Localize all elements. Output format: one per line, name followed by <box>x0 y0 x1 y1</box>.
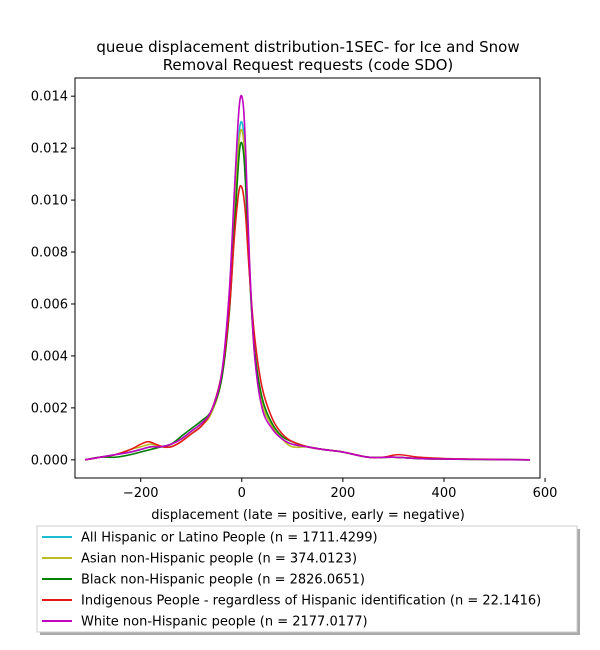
y-tick-label: 0.014 <box>31 90 68 105</box>
chart-title-line1: queue displacement distribution-1SEC- fo… <box>96 38 519 56</box>
x-axis-ticks: −200 0 200 400 600 <box>123 478 558 501</box>
legend-label: Indigenous People - regardless of Hispan… <box>81 594 541 609</box>
series-line-0 <box>84 120 530 461</box>
plot-area: −200 0 200 400 600 0.000 0.002 0.004 0.006 0.008… <box>31 77 558 501</box>
legend-items: All Hispanic or Latino People (n = 1711.… <box>42 531 541 630</box>
y-tick-label: 0.006 <box>31 297 68 312</box>
series-layer <box>84 94 530 461</box>
legend-label: All Hispanic or Latino People (n = 1711.… <box>81 531 378 546</box>
x-tick-label: 200 <box>330 486 355 501</box>
legend-box <box>36 525 578 633</box>
series-line-1 <box>84 128 530 461</box>
x-tick-label: 600 <box>533 486 558 501</box>
x-tick-label: 0 <box>238 486 246 501</box>
y-tick-label: 0.012 <box>31 142 68 157</box>
y-tick-label: 0.004 <box>31 349 68 364</box>
x-axis-label: displacement (late = positive, early = n… <box>151 508 465 523</box>
x-tick-label: 400 <box>432 486 457 501</box>
legend-label: White non-Hispanic people (n = 2177.0177… <box>81 615 368 630</box>
series-line-3 <box>84 184 530 461</box>
y-tick-label: 0.002 <box>31 401 68 416</box>
y-tick-label: 0.010 <box>31 194 68 209</box>
axes-frame <box>74 77 541 479</box>
y-tick-label: 0.000 <box>31 453 68 468</box>
legend-label: Black non-Hispanic people (n = 2826.0651… <box>81 573 365 588</box>
x-tick-label: −200 <box>123 486 159 501</box>
series-line-4 <box>84 94 530 461</box>
y-tick-label: 0.008 <box>31 246 68 261</box>
chart-title-line2: Removal Request requests (code SDO) <box>163 56 454 74</box>
y-axis-ticks: 0.000 0.002 0.004 0.006 0.008 0.010 0.012 0.014 <box>31 90 75 468</box>
series-line-2 <box>84 141 530 461</box>
legend: All Hispanic or Latino People (n = 1711.… <box>36 525 580 635</box>
legend-label: Asian non-Hispanic people (n = 374.0123) <box>81 552 357 567</box>
